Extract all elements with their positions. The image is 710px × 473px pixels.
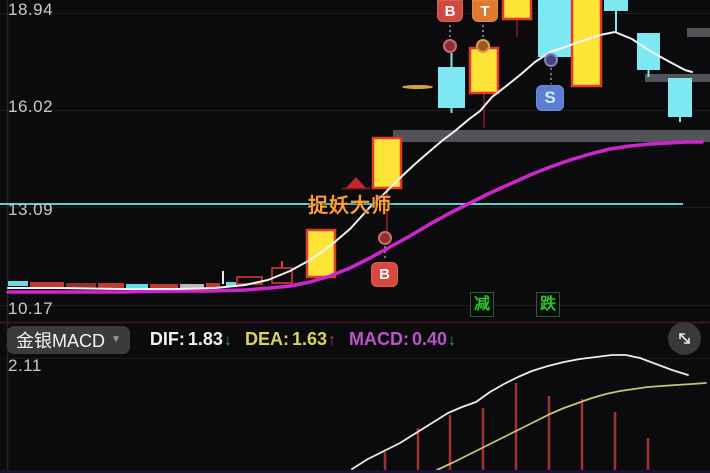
lens-marker <box>402 85 433 89</box>
bottom-strip <box>0 470 710 473</box>
candle <box>538 0 571 57</box>
expand-icon <box>679 333 690 344</box>
candle <box>271 267 293 284</box>
indicator-value-1: DEA: 1.63 ↑ <box>244 329 336 349</box>
trend-arrow-icon: ↑ <box>328 332 336 349</box>
trend-arrow-icon: ↓ <box>223 332 232 349</box>
candle <box>668 78 692 117</box>
signal-dot <box>476 39 490 53</box>
trend-arrow-icon: ↓ <box>448 332 457 349</box>
candle <box>438 67 465 108</box>
indicator-value-2: MACD: 0.40 ↓ <box>349 329 457 349</box>
indicator-selector[interactable]: 金银MACD ▼ <box>7 325 130 354</box>
ma-slow-magenta <box>6 140 704 294</box>
mini-candle <box>30 282 64 287</box>
mini-candle <box>66 283 96 288</box>
mini-candle <box>98 283 124 288</box>
candle <box>604 0 628 11</box>
ma-fast-white <box>7 31 693 290</box>
dropdown-caret-icon: ▼ <box>111 334 121 345</box>
macd-toolbar: 金银MACD ▼ DIF: 1.83 ↓ DEA: 1.63 ↑ MACD: 0.40 ↓ <box>0 321 710 358</box>
highlight-bar <box>687 28 710 37</box>
mini-candle <box>222 271 224 284</box>
mini-candle <box>8 281 28 286</box>
mini-candle <box>126 284 148 288</box>
signal-dot <box>378 231 392 245</box>
candle <box>371 136 403 190</box>
dif-line <box>351 354 689 470</box>
indicator-values: DIF: 1.83 ↓ DEA: 1.63 ↑ MACD: 0.40 ↓ <box>150 329 456 350</box>
indicator-value-0: DIF: 1.83 ↓ <box>149 329 232 349</box>
mini-candle <box>150 284 178 289</box>
dea-line <box>436 382 707 471</box>
signal-dot <box>544 53 558 67</box>
candle <box>501 0 533 21</box>
candle <box>468 46 500 95</box>
mini-candle <box>226 282 236 287</box>
expand-button[interactable] <box>668 322 701 355</box>
indicator-name: 金银MACD <box>16 330 105 351</box>
signal-dot <box>443 39 457 53</box>
mini-candle <box>206 283 220 288</box>
highlight-bar <box>393 130 710 142</box>
mini-candle <box>180 284 204 288</box>
candle <box>637 33 660 70</box>
